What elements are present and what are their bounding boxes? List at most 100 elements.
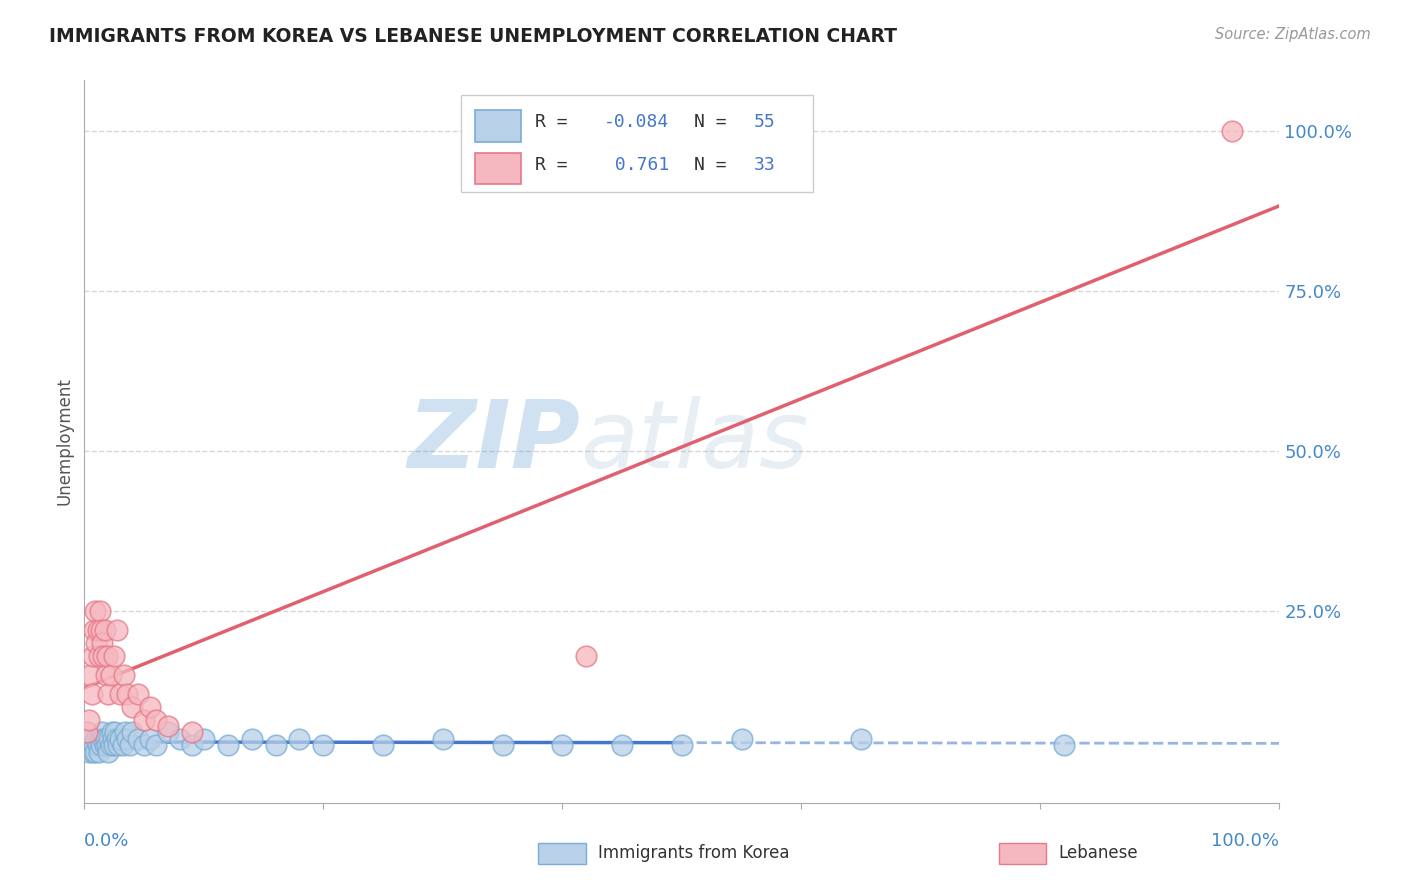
Point: [118, 738, 141, 752]
FancyBboxPatch shape: [538, 843, 586, 864]
Point: [96, 648, 118, 663]
Point: [575, 648, 598, 663]
Point: [139, 731, 162, 746]
Point: [100, 668, 122, 682]
Point: [240, 731, 263, 746]
Point: [107, 738, 129, 752]
Text: 0.0%: 0.0%: [84, 831, 129, 850]
Point: [90, 738, 112, 752]
Point: [79, 731, 101, 746]
Point: [82, 745, 104, 759]
FancyBboxPatch shape: [475, 110, 520, 142]
Point: [93, 731, 115, 746]
Point: [551, 738, 574, 752]
Point: [77, 713, 100, 727]
Point: [612, 738, 634, 752]
Text: 55: 55: [754, 113, 775, 131]
Point: [731, 731, 754, 746]
Point: [103, 648, 125, 663]
Point: [80, 687, 103, 701]
Point: [87, 745, 110, 759]
Point: [84, 745, 107, 759]
Point: [82, 648, 104, 663]
FancyBboxPatch shape: [461, 95, 814, 193]
Point: [157, 719, 180, 733]
Point: [103, 738, 125, 752]
Point: [111, 738, 134, 752]
Point: [117, 731, 139, 746]
Point: [121, 725, 143, 739]
Text: atlas: atlas: [581, 396, 808, 487]
Point: [105, 623, 128, 637]
Point: [139, 699, 162, 714]
Text: Immigrants from Korea: Immigrants from Korea: [599, 845, 790, 863]
Point: [1053, 738, 1076, 752]
Point: [83, 623, 105, 637]
Point: [100, 738, 122, 752]
Point: [83, 738, 105, 752]
Point: [77, 738, 100, 752]
Point: [114, 725, 136, 739]
Point: [373, 738, 395, 752]
Point: [77, 745, 100, 759]
Point: [1220, 124, 1243, 138]
Point: [86, 731, 108, 746]
Point: [264, 738, 287, 752]
Point: [89, 604, 111, 618]
Point: [101, 725, 124, 739]
Point: [181, 738, 204, 752]
Point: [432, 731, 454, 746]
Text: Source: ZipAtlas.com: Source: ZipAtlas.com: [1215, 27, 1371, 42]
Point: [98, 731, 121, 746]
Point: [93, 648, 115, 663]
Y-axis label: Unemployment: Unemployment: [55, 377, 73, 506]
Point: [169, 731, 191, 746]
Point: [145, 713, 167, 727]
Point: [97, 687, 120, 701]
Point: [217, 738, 239, 752]
Point: [112, 668, 135, 682]
Text: 0.761: 0.761: [605, 156, 669, 174]
Point: [84, 604, 107, 618]
Point: [181, 725, 204, 739]
Point: [90, 623, 112, 637]
Point: [312, 738, 335, 752]
Point: [96, 738, 118, 752]
Point: [94, 731, 117, 746]
Text: ZIP: ZIP: [408, 395, 581, 488]
Text: Lebanese: Lebanese: [1059, 845, 1137, 863]
FancyBboxPatch shape: [475, 153, 520, 185]
Point: [193, 731, 215, 746]
Point: [86, 738, 108, 752]
Point: [110, 731, 132, 746]
Point: [101, 731, 124, 746]
Point: [94, 668, 117, 682]
Point: [104, 725, 127, 739]
Point: [87, 648, 110, 663]
Point: [157, 725, 180, 739]
Point: [91, 636, 114, 650]
Text: N =: N =: [695, 113, 737, 131]
Text: 33: 33: [754, 156, 775, 174]
Point: [91, 725, 114, 739]
Text: R =: R =: [534, 113, 578, 131]
Point: [79, 668, 101, 682]
Point: [121, 699, 143, 714]
Point: [105, 731, 128, 746]
Point: [89, 731, 111, 746]
Point: [93, 623, 115, 637]
Point: [145, 738, 167, 752]
Point: [132, 713, 156, 727]
Point: [97, 745, 120, 759]
Text: -0.084: -0.084: [605, 113, 669, 131]
FancyBboxPatch shape: [998, 843, 1046, 864]
Text: 100.0%: 100.0%: [1212, 831, 1279, 850]
Point: [851, 731, 873, 746]
Text: R =: R =: [534, 156, 578, 174]
Point: [127, 731, 149, 746]
Point: [132, 738, 156, 752]
Point: [110, 687, 132, 701]
Point: [492, 738, 515, 752]
Text: N =: N =: [695, 156, 737, 174]
Point: [76, 731, 98, 746]
